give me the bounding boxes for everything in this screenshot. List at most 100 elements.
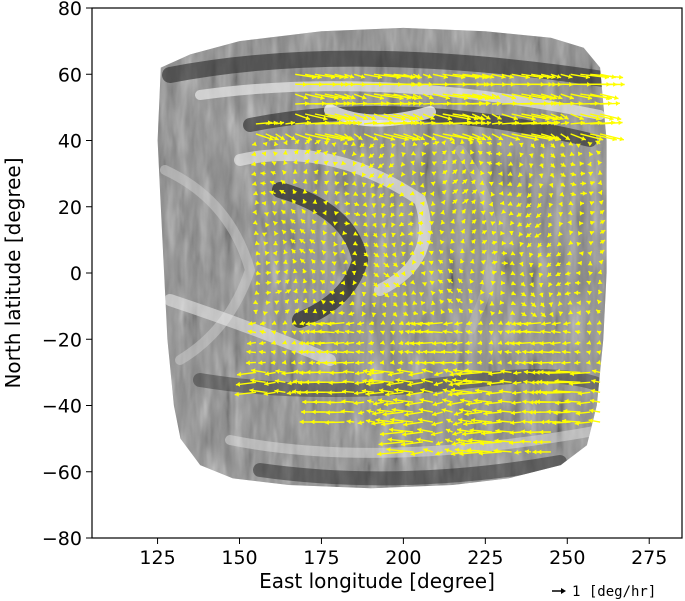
vector-arrow	[381, 421, 404, 427]
vector-arrow	[537, 262, 543, 268]
vector-arrow	[560, 73, 573, 79]
vector-arrow	[550, 113, 564, 120]
vector-arrow	[596, 320, 602, 325]
vector-arrow	[387, 437, 414, 443]
vector-arrow	[469, 428, 492, 433]
vector-arrow	[545, 370, 571, 376]
vector-arrow	[525, 212, 532, 218]
vector-arrow	[419, 172, 425, 177]
vector-arrow	[343, 349, 355, 355]
vector-arrow	[353, 231, 359, 236]
vector-arrow	[320, 279, 326, 285]
vector-arrow	[497, 340, 503, 345]
vector-arrow	[351, 270, 357, 276]
vector-arrow	[432, 401, 443, 407]
vector-arrow	[291, 330, 297, 335]
vector-arrow	[340, 280, 346, 286]
vector-arrow	[507, 151, 512, 157]
vector-arrow	[461, 188, 469, 195]
vector-arrow	[491, 270, 497, 275]
vector-arrow	[351, 260, 357, 266]
vector-arrow	[464, 368, 492, 374]
vector-arrow	[344, 101, 357, 106]
vector-arrow	[290, 208, 296, 214]
vector-arrow	[471, 209, 477, 215]
vector-arrow	[491, 230, 497, 236]
vector-arrow	[521, 301, 527, 307]
vector-arrow	[432, 73, 449, 80]
vector-arrow	[302, 189, 308, 194]
vector-arrow	[405, 329, 414, 335]
vector-arrow	[590, 388, 601, 394]
vector-arrow	[488, 340, 494, 345]
vector-arrow	[375, 417, 394, 423]
vector-arrow	[264, 381, 276, 386]
vector-arrow	[401, 441, 424, 447]
vector-arrow	[442, 179, 448, 185]
vector-arrow	[280, 179, 286, 185]
vector-arrow	[516, 202, 522, 208]
vector-arrow	[488, 201, 494, 207]
vector-arrow	[490, 310, 496, 316]
vector-arrow	[477, 360, 483, 365]
vector-arrow	[363, 252, 369, 257]
vector-arrow	[561, 360, 571, 366]
vector-arrow	[340, 249, 346, 255]
vector-arrow	[428, 250, 434, 256]
vector-arrow	[391, 242, 396, 248]
vector-arrow	[490, 280, 496, 286]
vector-arrow	[413, 101, 423, 106]
vector-arrow	[392, 397, 414, 403]
vector-arrow	[555, 261, 562, 267]
vector-arrow	[510, 251, 516, 256]
vector-arrow	[518, 142, 524, 147]
vector-arrow	[368, 153, 375, 159]
vector-arrow	[497, 350, 503, 355]
vector-arrow	[538, 183, 544, 188]
vector-arrow	[430, 431, 443, 437]
vector-arrow	[363, 93, 385, 100]
vector-arrow	[538, 272, 544, 278]
vector-arrow	[304, 73, 322, 80]
vector-arrow	[261, 151, 267, 157]
vector-arrow	[551, 321, 561, 326]
vector-arrow	[431, 349, 443, 355]
vector-arrow	[417, 240, 424, 246]
vector-arrow	[505, 320, 512, 326]
vector-arrow	[509, 430, 522, 436]
vector-arrow	[327, 390, 345, 396]
vector-arrow	[270, 350, 276, 355]
vector-arrow	[452, 198, 458, 204]
vector-arrow	[371, 203, 377, 208]
vector-arrow	[570, 133, 587, 141]
vector-arrow	[481, 229, 488, 235]
vector-arrow	[539, 292, 544, 298]
vector-arrow	[357, 410, 365, 415]
vector-arrow	[501, 209, 507, 215]
vector-arrow	[303, 308, 309, 314]
vector-arrow	[482, 101, 490, 107]
vector-arrow	[332, 360, 345, 366]
vector-arrow	[491, 101, 502, 107]
vector-arrow	[273, 141, 279, 147]
vector-arrow	[321, 309, 327, 315]
vector-arrow	[527, 419, 542, 425]
vector-arrow	[420, 388, 434, 393]
vector-arrow	[530, 143, 536, 149]
vector-arrow	[480, 210, 486, 215]
vector-arrow	[389, 152, 395, 158]
vector-arrow	[437, 269, 444, 275]
vector-arrow	[247, 340, 256, 346]
vector-arrow	[263, 241, 268, 246]
vector-arrow	[398, 360, 404, 365]
vector-arrow	[451, 208, 457, 214]
vector-arrow	[508, 141, 514, 147]
vector-arrow	[410, 279, 416, 285]
vector-arrow	[491, 250, 498, 255]
vector-arrow	[304, 159, 310, 165]
vector-arrow	[275, 270, 281, 275]
vector-arrow	[353, 73, 366, 79]
vector-arrow	[470, 249, 476, 254]
vector-arrow	[501, 250, 508, 256]
x-tick-label: 175	[303, 547, 339, 569]
